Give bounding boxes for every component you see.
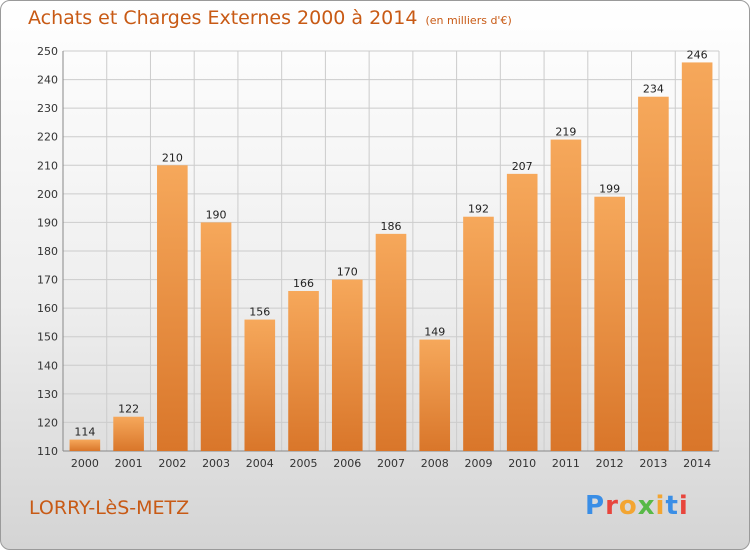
bar-value-label: 192 [468,203,489,216]
bar-value-label: 166 [293,277,314,290]
bar [463,216,494,451]
chart-title-text: Achats et Charges Externes 2000 à 2014 [28,7,418,29]
y-tick-label: 130 [37,388,58,401]
data-labels: 114 122 210 190 156 166 170 186 149 192 207 219 199 2… [74,48,707,438]
y-tick-label: 160 [37,302,58,315]
bar [69,439,101,451]
chart-unit: (en milliers d'€) [425,14,512,27]
bar [200,222,232,451]
bar [288,291,319,451]
y-tick-label: 230 [37,102,58,115]
bar [375,233,407,451]
bar-value-label: 149 [424,326,445,339]
bar [638,96,669,451]
logo-letter: o [618,491,638,521]
x-tick-label: 2006 [333,457,361,470]
bar-value-label: 210 [162,151,183,164]
y-tick-label: 210 [37,159,58,172]
bar [506,173,538,451]
logo-letter: r [605,491,619,521]
x-tick-label: 2007 [377,457,405,470]
y-tick-label: 140 [37,359,58,372]
chart-title: Achats et Charges Externes 2000 à 2014 (e… [28,7,512,29]
y-tick-label: 170 [37,274,58,287]
logo-letter: i [678,491,689,521]
logo-letter: P [585,491,606,521]
y-tick-label: 180 [37,245,58,258]
y-tick-label: 220 [37,131,58,144]
x-tick-label: 2004 [246,457,274,470]
x-tick-label: 2005 [290,457,318,470]
bar [244,319,276,451]
axes: 110 120 130 140 150 160 170 180 190 200 210 220 230 2… [37,45,719,470]
x-tick-label: 2009 [464,457,492,470]
x-tick-label: 2000 [71,457,99,470]
logo-letter: x [637,491,656,521]
y-tick-label: 190 [37,216,58,229]
x-tick-label: 2013 [639,457,667,470]
x-tick-label: 2002 [158,457,186,470]
bar-value-label: 190 [206,208,227,221]
bar-value-label: 156 [249,306,270,319]
x-tick-label: 2014 [683,457,711,470]
x-tick-label: 2010 [508,457,536,470]
bar [113,416,144,451]
y-tick-label: 110 [37,445,58,458]
logo-letter: t [665,491,679,521]
bar [681,62,713,452]
y-tick-label: 200 [37,188,58,201]
bars [69,62,713,452]
commune-name: LORRY-LèS-METZ [29,497,190,519]
x-tick-label: 2001 [115,457,143,470]
logo-letter: i [655,491,666,521]
bar-value-label: 122 [118,403,139,416]
bar-value-label: 234 [643,83,664,96]
bar [594,196,625,451]
bar [157,165,188,452]
x-tick-label: 2008 [421,457,449,470]
y-tick-label: 120 [37,416,58,429]
bar-value-label: 114 [74,426,95,439]
bar-value-label: 170 [337,266,358,279]
bar-value-label: 207 [512,160,533,173]
bar [550,139,582,452]
bar-value-label: 219 [555,126,576,139]
bar-value-label: 186 [381,220,402,233]
y-tick-label: 150 [37,331,58,344]
y-tick-label: 240 [37,74,58,87]
bar [419,339,451,451]
proxiti-logo: Proxiti [585,491,689,521]
y-tick-label: 250 [37,45,58,58]
x-tick-label: 2011 [552,457,580,470]
x-tick-label: 2003 [202,457,230,470]
bar-value-label: 199 [599,183,620,196]
x-tick-label: 2012 [596,457,624,470]
bar-value-label: 246 [687,48,708,61]
bar [331,279,363,451]
